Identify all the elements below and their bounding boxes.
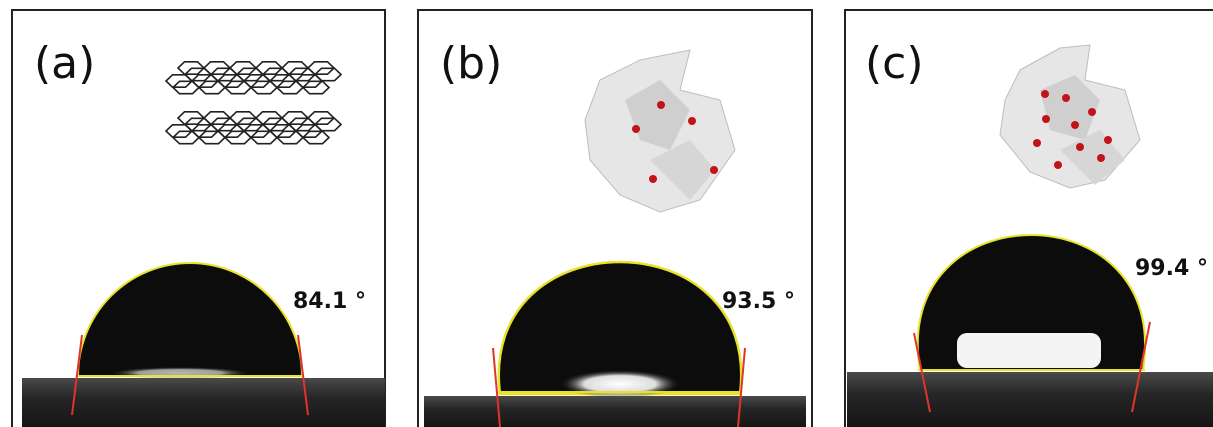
contact-angle: 93.5 ° bbox=[722, 289, 795, 314]
figure: (a) 84.1 ° (b) 93.5 ° bbox=[0, 0, 1213, 427]
panel-label: (a) bbox=[34, 38, 95, 89]
contact-angle: 84.1 ° bbox=[293, 289, 366, 314]
reflection bbox=[957, 333, 1101, 368]
substrate bbox=[847, 372, 1213, 427]
panel-a: (a) 84.1 ° bbox=[12, 10, 385, 427]
panel-label: (b) bbox=[440, 38, 502, 89]
reflection bbox=[560, 370, 680, 398]
substrate bbox=[424, 396, 806, 427]
reflection bbox=[110, 367, 250, 379]
panel-b: (b) 93.5 ° bbox=[418, 10, 812, 427]
contact-angle: 99.4 ° bbox=[1135, 256, 1208, 281]
panel-c: (c) 99.4 ° bbox=[845, 10, 1213, 427]
panel-label: (c) bbox=[865, 38, 924, 89]
